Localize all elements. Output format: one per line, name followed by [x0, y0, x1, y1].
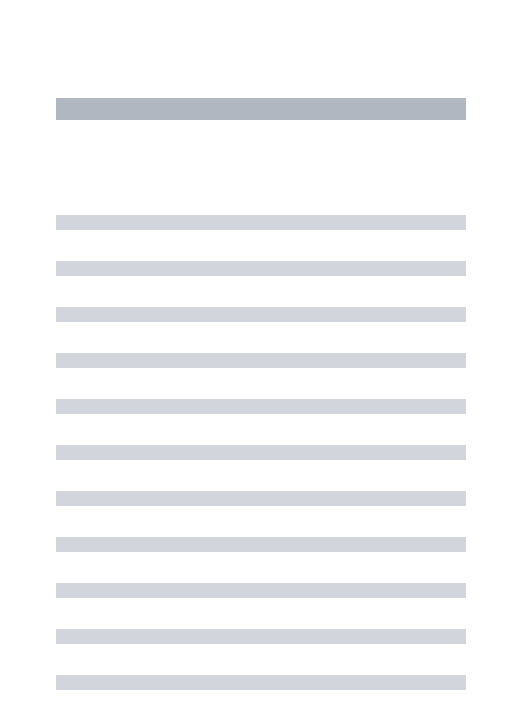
Bar	[56, 399, 466, 414]
Bar	[56, 98, 466, 120]
Bar	[56, 675, 466, 690]
Bar	[56, 353, 466, 368]
Bar	[56, 491, 466, 506]
Bar	[56, 261, 466, 276]
Bar	[56, 215, 466, 230]
Bar	[56, 583, 466, 598]
Bar	[56, 537, 466, 552]
Bar	[56, 629, 466, 644]
Bar	[56, 307, 466, 322]
Bar	[56, 445, 466, 460]
